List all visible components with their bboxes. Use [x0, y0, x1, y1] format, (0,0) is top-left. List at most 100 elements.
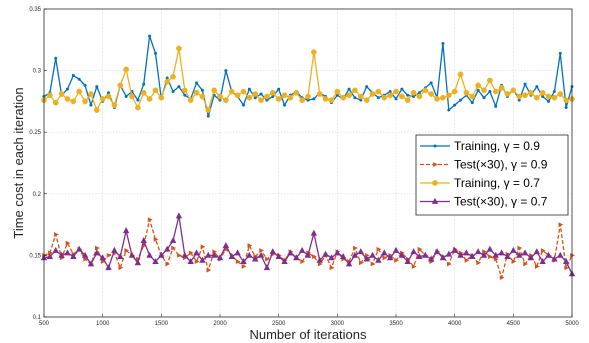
data-point — [64, 96, 71, 102]
data-point — [293, 254, 300, 261]
data-point — [417, 91, 421, 95]
data-point — [558, 51, 562, 55]
data-point — [545, 251, 552, 258]
y-tick-label: 0.15 — [29, 253, 41, 259]
data-point — [146, 251, 153, 258]
x-tick-label: 4500 — [507, 321, 521, 327]
data-point — [469, 93, 476, 100]
data-point — [347, 87, 351, 91]
data-point — [482, 249, 487, 255]
data-point — [193, 249, 200, 256]
legend-marker — [432, 180, 438, 186]
data-point — [47, 92, 53, 99]
data-point — [265, 256, 270, 262]
data-point — [218, 98, 222, 102]
x-tick-label: 3500 — [389, 321, 403, 327]
data-point — [359, 260, 364, 266]
data-point — [329, 265, 335, 271]
data-point — [228, 253, 235, 260]
data-point — [540, 248, 546, 253]
data-point — [369, 251, 376, 258]
data-point — [164, 78, 171, 85]
data-point — [299, 97, 305, 104]
data-point — [393, 88, 399, 95]
data-point — [58, 91, 65, 97]
data-point — [199, 256, 206, 263]
legend-entry: Test(×30), γ = 0.9 — [454, 158, 548, 172]
data-point — [187, 257, 194, 264]
data-point — [99, 254, 106, 261]
data-point — [246, 251, 253, 258]
x-tick-label: 2500 — [272, 321, 286, 327]
data-point — [287, 94, 294, 101]
data-point — [557, 251, 564, 258]
legend-entry: Training, γ = 0.7 — [454, 176, 540, 190]
data-point — [487, 77, 493, 84]
data-point — [428, 91, 435, 97]
data-point — [287, 249, 294, 256]
data-point — [76, 88, 83, 95]
x-axis-label: Number of iterations — [249, 327, 367, 342]
data-point — [351, 251, 359, 258]
data-point — [77, 77, 81, 81]
data-point — [210, 251, 218, 258]
data-point — [363, 97, 370, 104]
legend-entry: Training, γ = 0.9 — [454, 139, 540, 153]
data-point — [517, 245, 523, 251]
data-point — [562, 257, 570, 264]
data-point — [422, 87, 429, 94]
data-point — [353, 96, 357, 100]
data-point — [64, 249, 71, 256]
data-point — [352, 87, 358, 94]
series-3 — [41, 45, 575, 113]
data-point — [499, 275, 505, 280]
data-point — [459, 98, 463, 102]
data-point — [369, 91, 376, 97]
data-point — [93, 107, 100, 113]
data-point — [522, 92, 528, 99]
data-point — [447, 261, 452, 267]
y-tick-label: 0.25 — [29, 130, 41, 136]
data-point — [387, 92, 393, 99]
data-point — [563, 97, 569, 104]
data-point — [58, 251, 65, 258]
data-point — [275, 253, 282, 260]
data-point — [264, 93, 270, 100]
data-point — [206, 267, 212, 273]
data-point — [281, 257, 288, 264]
data-point — [181, 251, 188, 258]
data-point — [523, 261, 529, 267]
data-point — [148, 34, 152, 38]
data-point — [165, 76, 169, 80]
data-point — [404, 257, 411, 264]
data-point — [106, 253, 112, 258]
data-point — [164, 245, 171, 252]
data-point — [445, 92, 452, 99]
data-point — [552, 90, 556, 94]
data-point — [177, 85, 181, 89]
data-point — [375, 88, 382, 95]
data-point — [195, 81, 199, 85]
data-point — [511, 259, 517, 264]
data-point — [474, 248, 482, 255]
data-point — [517, 98, 521, 102]
data-point — [152, 87, 159, 94]
data-point — [510, 246, 517, 253]
data-point — [83, 256, 89, 262]
data-point — [399, 93, 405, 100]
data-point — [269, 89, 276, 96]
data-point — [486, 245, 494, 252]
data-point — [492, 251, 499, 258]
data-point — [539, 257, 546, 264]
data-point — [334, 88, 341, 95]
data-point — [224, 69, 228, 73]
data-point — [65, 87, 69, 91]
data-point — [281, 92, 288, 99]
x-tick-label: 3000 — [331, 321, 345, 327]
data-point — [312, 97, 316, 101]
data-point — [382, 255, 388, 261]
data-point — [492, 88, 499, 95]
data-point — [564, 265, 570, 271]
data-point — [298, 246, 306, 253]
data-point — [335, 93, 339, 97]
